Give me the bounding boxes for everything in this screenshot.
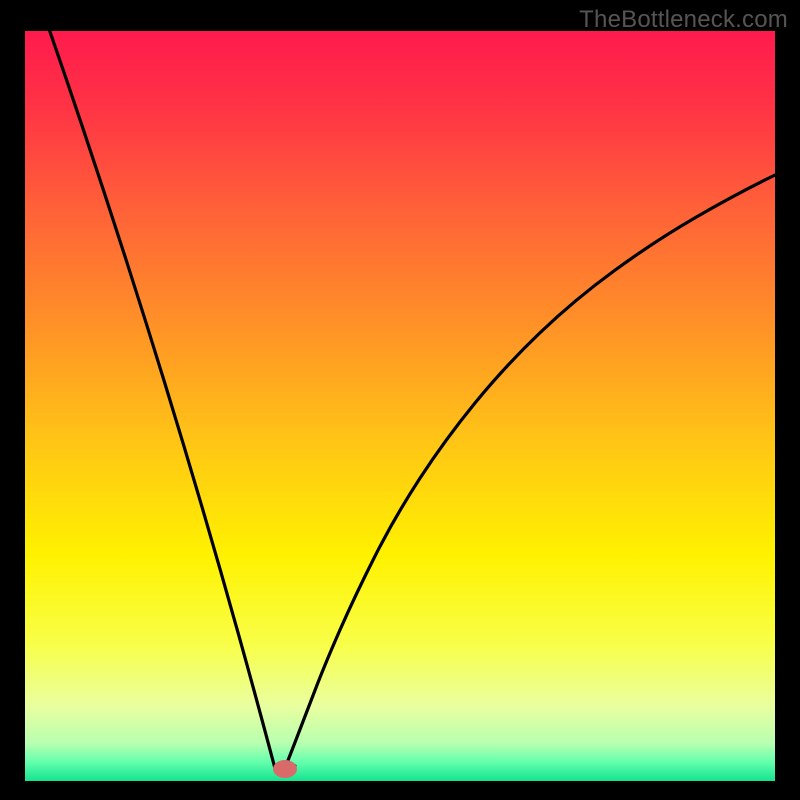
optimal-point-marker [273,760,297,778]
chart-frame: TheBottleneck.com [0,0,800,800]
bottleneck-curve [25,31,775,781]
plot-area [25,31,775,781]
watermark-text: TheBottleneck.com [579,6,788,34]
